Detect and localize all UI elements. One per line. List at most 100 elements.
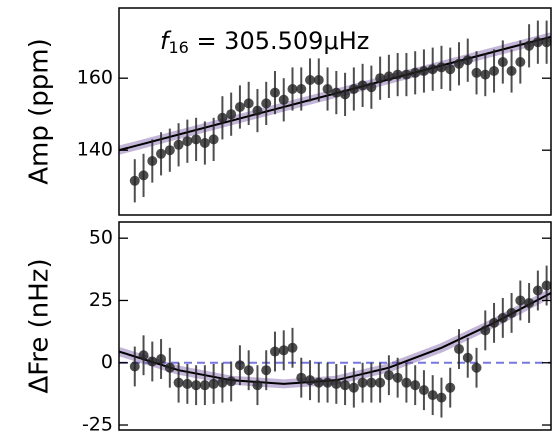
y-tick-label: 0 (101, 351, 113, 373)
data-point (383, 370, 394, 381)
data-point (515, 295, 526, 306)
data-point (313, 75, 324, 85)
y-tick-label: 25 (89, 289, 113, 311)
axes-frame (118, 7, 552, 216)
data-point (524, 40, 535, 51)
data-point (217, 377, 228, 388)
data-point (191, 380, 202, 391)
data-point (199, 380, 210, 391)
data-point (506, 66, 517, 76)
data-point (252, 380, 263, 391)
data-point (199, 138, 210, 148)
data-point (515, 57, 526, 67)
data-point (427, 390, 438, 401)
y-axis-label: ΔFre (nHz) (25, 258, 55, 393)
data-point (366, 82, 377, 93)
data-point (331, 378, 342, 389)
data-point (480, 325, 491, 336)
data-point (129, 175, 140, 186)
data-point (532, 285, 543, 296)
data-point (261, 98, 272, 109)
data-point (401, 377, 412, 388)
data-point (305, 75, 316, 85)
data-point (532, 37, 543, 48)
data-point (340, 89, 351, 100)
data-point (462, 55, 473, 66)
data-point (418, 385, 429, 396)
data-point (471, 362, 482, 373)
data-point (497, 312, 508, 323)
data-point (182, 378, 193, 389)
annotation-subscript: 16 (168, 38, 188, 57)
data-point (296, 84, 307, 94)
data-point (156, 148, 167, 159)
data-point (445, 64, 456, 75)
data-point (173, 139, 184, 150)
data-point (269, 87, 280, 98)
data-point (164, 362, 175, 373)
y-axis-label: Amp (ppm) (25, 38, 55, 185)
data-point (410, 380, 421, 391)
y-tick-label: 160 (77, 67, 113, 89)
data-point (147, 156, 158, 166)
data-point (462, 352, 473, 363)
y-tick-label: -25 (82, 414, 113, 436)
data-point (366, 377, 377, 388)
data-point (208, 134, 219, 145)
data-point (489, 317, 500, 328)
data-point (147, 356, 158, 367)
data-point (287, 84, 298, 94)
data-point (243, 98, 254, 109)
data-point (191, 134, 202, 145)
data-point (471, 67, 482, 78)
data-point (453, 344, 464, 355)
data-point (401, 69, 412, 80)
data-point (261, 365, 272, 376)
data-point (383, 71, 394, 82)
data-point (322, 84, 333, 94)
data-point (173, 377, 184, 388)
annotation-text: = 305.509μHz (189, 27, 370, 55)
data-point (524, 297, 535, 308)
data-point (313, 377, 324, 388)
data-point (331, 87, 342, 98)
data-point (348, 84, 359, 94)
data-point (296, 372, 307, 383)
data-point (226, 109, 237, 120)
data-point (138, 170, 149, 181)
data-point (278, 94, 289, 105)
data-point (269, 346, 280, 357)
data-point (278, 345, 289, 356)
data-point (541, 280, 551, 291)
data-point (156, 354, 167, 365)
plot-area (119, 20, 551, 203)
data-point (182, 136, 193, 147)
data-point (357, 377, 368, 388)
data-point (436, 62, 447, 73)
data-point (217, 112, 228, 123)
data-point (305, 375, 316, 386)
data-point (445, 382, 456, 393)
data-point (480, 69, 491, 80)
data-point (357, 80, 368, 91)
data-point (348, 382, 359, 393)
data-point (489, 66, 500, 76)
annotation: f16 = 305.509μHz (160, 27, 369, 57)
data-point (427, 64, 438, 75)
data-point (138, 350, 149, 361)
data-point (129, 361, 140, 372)
y-tick-label: 140 (77, 139, 113, 161)
data-point (243, 365, 254, 376)
data-point (252, 105, 263, 116)
plot-area (119, 265, 551, 418)
data-point (234, 102, 245, 112)
data-point (287, 342, 298, 353)
data-point (375, 377, 386, 388)
data-point (506, 307, 517, 318)
data-point (392, 372, 403, 383)
y-tick-label: 50 (89, 227, 113, 249)
data-point (453, 58, 464, 69)
data-point (375, 73, 386, 84)
data-point (497, 57, 508, 67)
